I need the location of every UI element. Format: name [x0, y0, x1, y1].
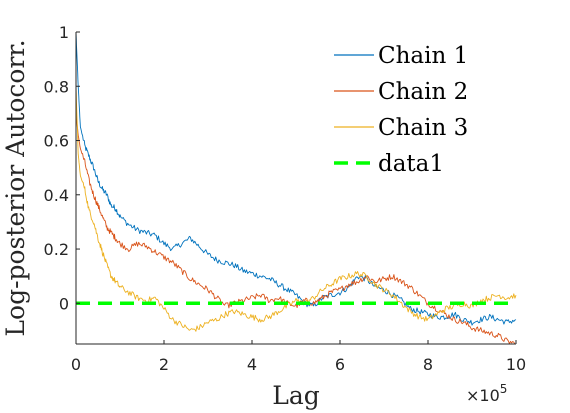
- x-tick-label: 10: [506, 355, 526, 374]
- ticks: 0 2 4 6 8 10 0 0.2 0.4 0.6 0.8 1: [44, 23, 527, 374]
- y-tick-label: 0.8: [44, 77, 69, 96]
- series-layer: [75, 31, 517, 345]
- series-chain-2-line: [75, 113, 516, 345]
- y-tick-label: 1: [59, 23, 69, 42]
- x-multiplier: ×10: [466, 386, 500, 405]
- series-chain-3-line: [75, 86, 517, 332]
- y-tick-label: 0.2: [44, 240, 69, 259]
- x-tick-label: 6: [335, 355, 345, 374]
- y-tick-label: 0.4: [44, 186, 69, 205]
- x-axis-title: Lag: [272, 381, 320, 410]
- legend-label-chain-3: Chain 3: [378, 115, 468, 141]
- x-exponent: 5: [500, 382, 508, 396]
- y-tick-label: 0: [59, 294, 69, 313]
- series-chain-1-line: [75, 31, 517, 326]
- x-tick-label: 8: [423, 355, 433, 374]
- legend-label-data1: data1: [378, 151, 444, 177]
- x-exponent-label: ×105: [466, 382, 507, 405]
- y-tick-label: 0.6: [44, 132, 69, 151]
- x-tick-label: 0: [71, 355, 81, 374]
- axes: [75, 32, 516, 345]
- y-axis-title: Log-posterior Autocorr.: [1, 39, 30, 336]
- plot-area: [76, 32, 516, 344]
- x-tick-label: 2: [159, 355, 169, 374]
- legend-label-chain-2: Chain 2: [378, 79, 468, 105]
- x-tick-label: 4: [247, 355, 257, 374]
- legend: Chain 1 Chain 2 Chain 3 data1: [334, 43, 468, 177]
- legend-label-chain-1: Chain 1: [378, 43, 468, 69]
